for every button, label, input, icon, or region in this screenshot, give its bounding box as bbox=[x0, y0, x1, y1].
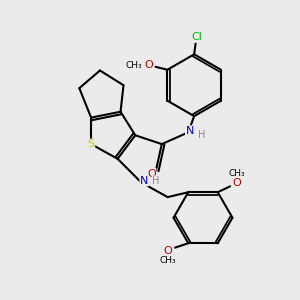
Text: N: N bbox=[140, 176, 148, 186]
Text: O: O bbox=[163, 246, 172, 256]
Text: CH₃: CH₃ bbox=[159, 256, 176, 266]
Text: S: S bbox=[88, 139, 95, 149]
Text: CH₃: CH₃ bbox=[125, 61, 142, 70]
Text: CH₃: CH₃ bbox=[229, 169, 245, 178]
Text: N: N bbox=[186, 126, 194, 136]
Text: H: H bbox=[198, 130, 205, 140]
Text: O: O bbox=[144, 60, 153, 70]
Text: O: O bbox=[232, 178, 241, 188]
Text: O: O bbox=[147, 169, 156, 178]
Text: Cl: Cl bbox=[191, 32, 202, 42]
Text: H: H bbox=[152, 176, 160, 186]
